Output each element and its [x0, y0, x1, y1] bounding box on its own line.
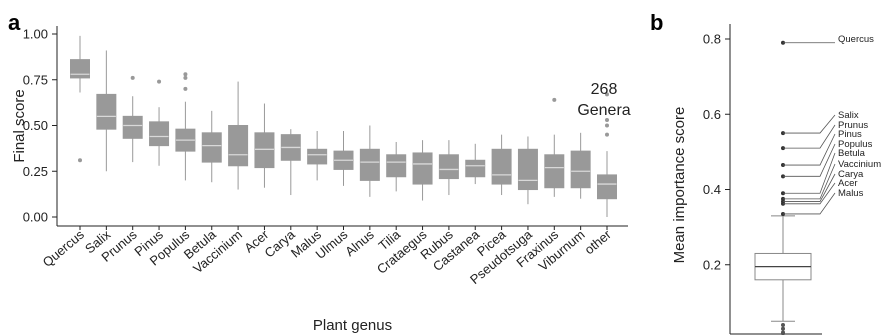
- outlier-point: [131, 76, 135, 80]
- box-prunus: [123, 76, 142, 162]
- box-pseudotsuga: [518, 136, 537, 204]
- a-ytick-label: 0.75: [23, 72, 48, 87]
- box-body: [387, 155, 406, 177]
- leader-line: [783, 125, 835, 148]
- box-pinus: [150, 80, 169, 166]
- outlier-point: [183, 72, 187, 76]
- box-rubus: [439, 140, 458, 195]
- box-malus: [308, 131, 327, 180]
- a-xtick-label: other: [582, 226, 615, 257]
- genera-count: 268: [591, 81, 618, 98]
- box-betula: [202, 111, 221, 182]
- box-body: [518, 149, 537, 189]
- box-crataegus: [413, 140, 432, 200]
- box-body: [255, 133, 274, 168]
- b-ytick-label: 0.4: [703, 182, 721, 197]
- box-populus: [176, 72, 195, 180]
- point-label-betula: Betula: [838, 148, 866, 159]
- a-x-ticks: QuercusSalixPrunusPinusPopulusBetulaVacc…: [40, 226, 615, 287]
- box-body: [150, 122, 169, 146]
- a-ytick-label: 1.00: [23, 27, 48, 42]
- box-body: [466, 160, 485, 176]
- box-tilia: [387, 142, 406, 191]
- leader-line: [783, 144, 835, 176]
- b-labels: QuercusSalixPrunusPinusPopulusBetulaVacc…: [781, 34, 881, 216]
- box-alnus: [360, 126, 379, 197]
- box-viburnum: [571, 133, 590, 199]
- box-body: [308, 149, 327, 164]
- box-body: [413, 153, 432, 184]
- outlier-point: [552, 98, 556, 102]
- outlier-point: [605, 124, 609, 128]
- b-y-ticks: 0.2 0.4 0.6 0.8: [703, 32, 730, 273]
- box-body: [545, 155, 564, 188]
- b-ytick-label: 0.8: [703, 32, 721, 47]
- a-y-axis-label: Final score: [11, 89, 28, 162]
- a-ytick-label: 0.25: [23, 164, 48, 179]
- b-outlier-point: [781, 323, 785, 327]
- outlier-point: [183, 87, 187, 91]
- box-body: [492, 149, 511, 184]
- panel-label-a: a: [8, 10, 21, 35]
- b-ytick-label: 0.6: [703, 107, 721, 122]
- box-picea: [492, 135, 511, 195]
- a-x-axis-label: Plant genus: [313, 317, 392, 334]
- box-body: [571, 151, 590, 188]
- point-label-quercus: Quercus: [838, 34, 874, 45]
- outlier-point: [183, 76, 187, 80]
- a-ytick-label: 0.00: [23, 210, 48, 225]
- box-fraxinus: [545, 98, 564, 197]
- box-ulmus: [334, 131, 353, 186]
- panel-label-b: b: [650, 10, 663, 35]
- point-label-malus: Malus: [838, 188, 864, 199]
- box-body: [97, 94, 116, 129]
- box-body: [123, 116, 142, 138]
- box-body: [71, 60, 90, 78]
- a-xtick-label: Quercus: [40, 226, 88, 269]
- b-outlier-point: [781, 330, 785, 334]
- box-carya: [281, 129, 300, 195]
- panel-a: 0.000.250.500.751.00 QuercusSalixPrunusP…: [11, 26, 631, 334]
- outlier-point: [605, 133, 609, 137]
- box-castanea: [466, 144, 485, 184]
- genera-label: Genera: [577, 102, 630, 119]
- box-body: [439, 155, 458, 179]
- b-box: [755, 216, 811, 335]
- box-body: [598, 175, 617, 199]
- leader-line: [783, 174, 835, 202]
- b-outlier-point: [781, 327, 785, 331]
- box-acer: [255, 104, 274, 188]
- leader-line: [783, 115, 835, 133]
- box-body: [360, 149, 379, 180]
- box-quercus: [71, 36, 90, 162]
- outlier-point: [157, 80, 161, 84]
- box-body: [202, 133, 221, 162]
- a-xtick-label: Alnus: [342, 226, 377, 259]
- panel-b: 0.2 0.4 0.6 0.8 QuercusSalixPrunusPinusPopu…: [671, 24, 881, 335]
- box-vaccinium: [229, 82, 248, 190]
- box-body: [229, 126, 248, 166]
- box-salix: [97, 50, 116, 171]
- outlier-point: [78, 158, 82, 162]
- leader-line: [783, 153, 835, 193]
- a-boxes: [71, 36, 617, 217]
- b-y-axis-label: Mean importance score: [671, 107, 688, 264]
- b-ytick-label: 0.2: [703, 257, 721, 272]
